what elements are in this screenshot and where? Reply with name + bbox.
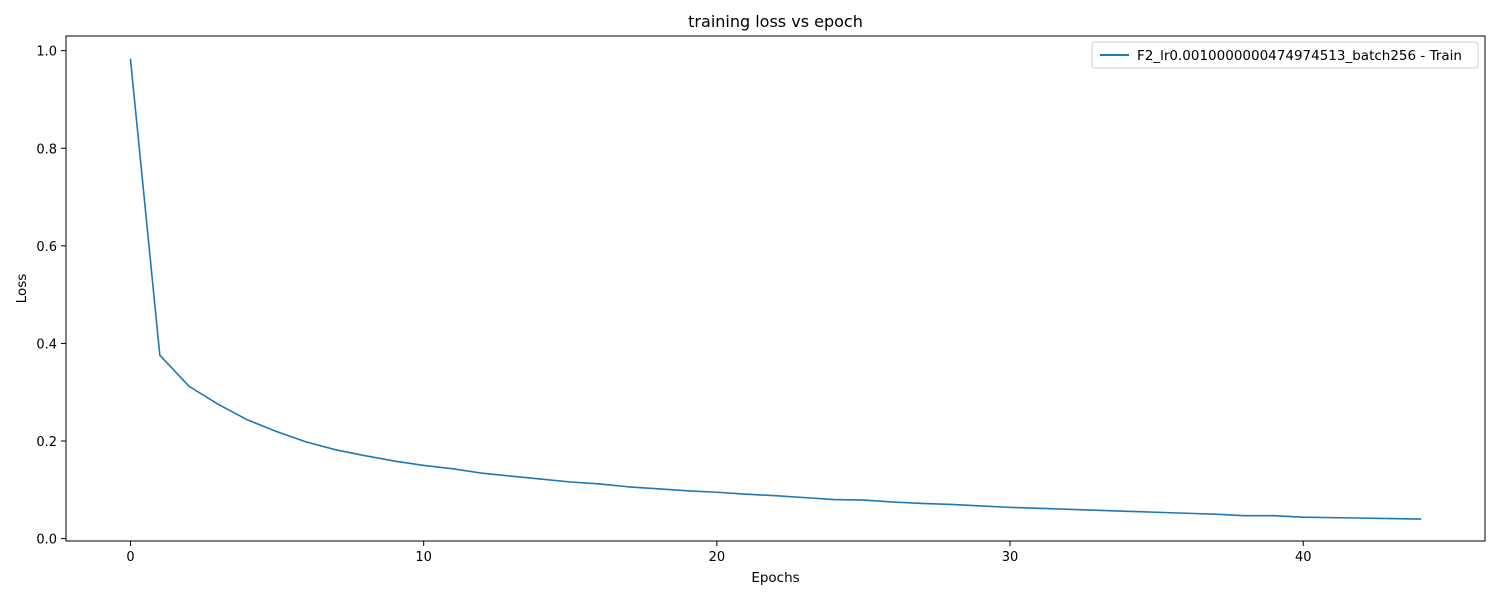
data-point [1214,513,1217,516]
data-point [1185,512,1187,515]
data-point [188,385,190,388]
legend: F2_lr0.0010000000474974513_batch256 - Tr… [1091,41,1479,69]
data-point [305,441,308,443]
data-point [862,499,865,501]
data-point [1155,511,1158,514]
data-point [1331,516,1334,519]
data-point [598,483,601,485]
data-point [422,464,425,467]
x-tick-label: 40 [1295,550,1312,565]
y-tick-label: 0.0 [36,533,57,548]
x-tick-label: 30 [1002,550,1019,565]
data-point [481,472,484,475]
data-point [510,475,513,477]
data-point [950,503,953,506]
data-point [1067,508,1070,511]
data-point [159,354,161,356]
x-tick-label: 10 [415,550,432,565]
y-tick-label: 1.0 [36,45,57,60]
legend-entry-label: F2_lr0.0010000000474974513_batch256 - Tr… [1137,48,1462,64]
y-axis-label: Loss [14,274,30,304]
data-point [1361,517,1363,519]
y-tick-label: 0.6 [36,240,57,255]
chart-title: training loss vs epoch [688,12,863,31]
data-point [569,481,572,483]
data-point [1009,506,1011,509]
data-point [540,478,542,480]
y-axis: 0.0 0.2 0.4 0.6 0.8 1.0 [36,45,66,548]
data-point [891,501,894,503]
data-point [1273,514,1275,517]
data-point [364,454,366,457]
data-point [745,493,747,496]
data-point [716,491,718,494]
plot-area [129,58,1422,520]
data-point [804,496,806,499]
data-point [334,449,337,451]
y-tick-label: 0.8 [36,142,57,157]
data-point [979,505,982,507]
x-tick-label: 0 [126,550,134,565]
legend-box [1091,41,1479,69]
data-point [1097,509,1099,512]
data-point [129,58,132,61]
x-tick-label: 20 [709,550,726,565]
x-axis: 0 10 20 30 40 [126,541,1312,565]
data-point [774,494,777,497]
data-point [657,488,660,490]
data-point [921,502,923,505]
data-point [1038,507,1041,510]
axes-frame [65,35,1486,542]
data-point [628,486,630,488]
data-point [393,460,396,462]
data-point [1302,516,1305,518]
data-point [217,403,220,406]
data-point [1390,517,1392,520]
data-point [833,498,835,501]
data-point [452,468,454,470]
data-point [686,489,689,492]
data-point [246,419,249,421]
data-point [1243,514,1246,517]
x-axis-label: Epochs [751,570,799,586]
data-point [1126,510,1129,513]
y-tick-label: 0.2 [36,435,57,450]
data-point [276,430,278,433]
y-tick-label: 0.4 [36,337,57,352]
data-point [1419,518,1422,520]
